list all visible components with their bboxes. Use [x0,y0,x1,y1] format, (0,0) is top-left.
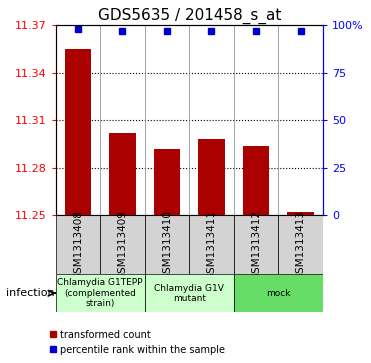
Bar [189,215,234,274]
Bar [65,49,91,215]
Text: mock: mock [266,289,290,298]
Bar [234,274,323,312]
Text: GSM1313408: GSM1313408 [73,210,83,280]
Bar [145,274,234,312]
Bar [287,212,314,215]
Legend: transformed count, percentile rank within the sample: transformed count, percentile rank withi… [49,330,225,355]
Bar [154,149,180,215]
Text: GSM1313411: GSM1313411 [207,210,216,280]
Bar [243,146,269,215]
Bar [198,139,225,215]
Bar [145,215,189,274]
Bar [278,215,323,274]
Bar [56,215,100,274]
Bar [109,133,136,215]
Text: GSM1313409: GSM1313409 [118,210,127,280]
Text: Chlamydia G1TEPP
(complemented
strain): Chlamydia G1TEPP (complemented strain) [58,278,143,308]
Bar [234,215,278,274]
Title: GDS5635 / 201458_s_at: GDS5635 / 201458_s_at [98,8,281,24]
Text: GSM1313413: GSM1313413 [296,210,305,280]
Bar [100,215,145,274]
Text: Chlamydia G1V
mutant: Chlamydia G1V mutant [154,284,224,303]
Text: infection: infection [6,288,55,298]
Text: GSM1313412: GSM1313412 [251,210,261,280]
Bar [56,274,145,312]
Text: GSM1313410: GSM1313410 [162,210,172,280]
